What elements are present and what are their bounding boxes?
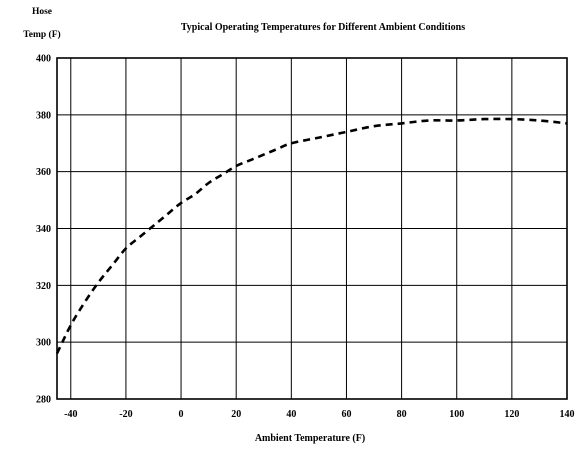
x-tick-label: 60 [341, 409, 351, 420]
y-tick-label: 380 [36, 110, 51, 121]
x-tick-label: 100 [449, 409, 464, 420]
chart-title: Typical Operating Temperatures for Diffe… [181, 22, 465, 33]
x-tick-label: 0 [179, 409, 184, 420]
y-tick-label: 280 [36, 395, 51, 406]
x-ticks: -40 -20 0 20 40 60 80 100 120 140 [64, 409, 574, 420]
x-tick-label: 40 [286, 409, 296, 420]
x-tick-label: -40 [64, 409, 77, 420]
x-tick-label: 80 [397, 409, 407, 420]
y-tick-label: 400 [36, 54, 51, 65]
x-tick-label: 20 [231, 409, 241, 420]
y-axis-label-line2: Temp (F) [23, 29, 60, 40]
grid [57, 58, 567, 399]
y-tick-label: 360 [36, 167, 51, 178]
y-ticks: 280 300 320 340 360 380 400 [36, 54, 51, 406]
y-tick-label: 340 [36, 224, 51, 235]
x-axis-label: Ambient Temperature (F) [255, 433, 365, 444]
y-axis-label-line1: Hose [32, 7, 52, 17]
x-tick-label: 140 [560, 409, 575, 420]
x-tick-label: -20 [119, 409, 132, 420]
y-tick-label: 300 [36, 338, 51, 349]
series-line [57, 119, 567, 354]
y-tick-label: 320 [36, 281, 51, 292]
series-layer [57, 119, 567, 354]
x-tick-label: 120 [504, 409, 519, 420]
